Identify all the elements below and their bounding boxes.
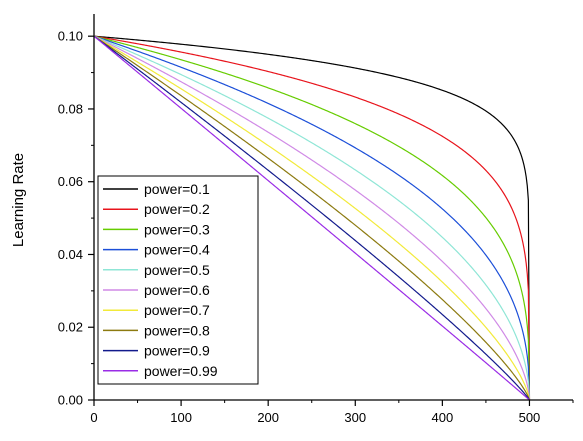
series-line-9	[93, 35, 530, 401]
y-tick-label: 0.04	[58, 247, 83, 262]
x-tick-label: 400	[432, 410, 454, 425]
x-tick-label: 300	[344, 410, 366, 425]
y-tick-label: 0.00	[58, 393, 83, 408]
axes-layer: 0 100 200 300 400 500 0.00 0.02 0.04 0.06 0.08 0.10	[58, 14, 574, 425]
x-tick-label: 100	[170, 410, 192, 425]
legend-label-8: power=0.8	[144, 322, 210, 338]
legend-label-5: power=0.5	[144, 262, 210, 278]
y-tick-label: 0.02	[58, 320, 83, 335]
series-line-1	[93, 35, 531, 401]
legend-label-7: power=0.7	[144, 302, 210, 318]
y-axis-label: Learning Rate	[10, 153, 27, 247]
series-line-7	[93, 35, 531, 401]
series-line-8	[93, 35, 531, 401]
legend-label-2: power=0.2	[144, 201, 210, 217]
series-line-4	[93, 35, 531, 401]
legend-label-3: power=0.3	[144, 221, 210, 237]
series-layer	[93, 35, 531, 401]
y-tick-label: 0.08	[58, 101, 83, 116]
x-tick-label: 500	[519, 410, 541, 425]
legend-label-4: power=0.4	[144, 242, 210, 258]
series-line-10	[93, 35, 530, 401]
y-tick-label: 0.06	[58, 174, 83, 189]
legend-label-9: power=0.9	[144, 343, 210, 359]
legend-box	[97, 175, 259, 385]
series-line-5	[93, 35, 531, 401]
y-tick-label: 0.10	[58, 29, 83, 44]
series-line-2	[93, 35, 531, 401]
legend-label-6: power=0.6	[144, 282, 210, 298]
legend-label-10: power=0.99	[144, 363, 218, 379]
x-tick-label: 200	[257, 410, 279, 425]
series-line-6	[93, 35, 531, 401]
legend: power=0.1 power=0.2 power=0.3 power=0.4 powe…	[97, 175, 259, 385]
series-line-3	[93, 35, 531, 401]
legend-label-1: power=0.1	[144, 181, 210, 197]
x-tick-label: 0	[90, 410, 97, 425]
